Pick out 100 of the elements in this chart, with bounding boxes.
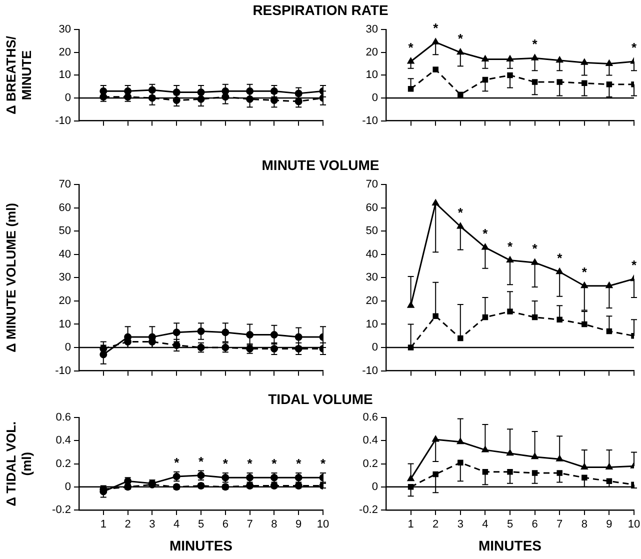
point bbox=[457, 48, 464, 55]
annotation: * bbox=[482, 226, 489, 242]
y-tick-label: 70 bbox=[366, 178, 378, 191]
y-tick-label: 0 bbox=[64, 92, 71, 104]
x-tick-label: 3 bbox=[457, 518, 464, 531]
y-tick-label: 30 bbox=[58, 272, 71, 284]
x-tick-label: 6 bbox=[532, 518, 538, 531]
annotation: * bbox=[631, 40, 638, 56]
y-tick-label: -10 bbox=[55, 364, 71, 377]
x-tick-label: 1 bbox=[100, 518, 106, 531]
point bbox=[507, 72, 513, 78]
x-tick-label: 9 bbox=[606, 518, 612, 531]
point bbox=[458, 460, 464, 466]
point bbox=[457, 222, 464, 229]
point bbox=[407, 302, 414, 308]
y-tick-label: 0 bbox=[64, 342, 71, 354]
point bbox=[606, 328, 612, 334]
y-tick-label: 0 bbox=[372, 480, 378, 493]
y-tick-label: 0.4 bbox=[56, 434, 71, 447]
x-tick-label: 5 bbox=[198, 518, 204, 531]
point bbox=[458, 335, 464, 342]
x-tick-label: 4 bbox=[174, 518, 180, 531]
point bbox=[458, 92, 464, 98]
x-tick-label: 2 bbox=[124, 518, 131, 531]
x-tick-label: 6 bbox=[222, 518, 228, 531]
point bbox=[507, 469, 513, 475]
y-tick-label: 0.4 bbox=[362, 434, 378, 447]
x-tick-label: 2 bbox=[432, 518, 439, 531]
y-tick-label: 10 bbox=[58, 318, 71, 330]
annotation: * bbox=[582, 264, 588, 280]
y-tick-label: 10 bbox=[366, 69, 378, 82]
y-tick-label: 20 bbox=[366, 46, 378, 58]
x-tick-label: 10 bbox=[316, 518, 330, 531]
point bbox=[532, 470, 538, 476]
point bbox=[432, 199, 439, 206]
point bbox=[556, 56, 563, 63]
point bbox=[582, 80, 588, 86]
point bbox=[482, 244, 489, 250]
annotation: * bbox=[532, 241, 538, 256]
y-tick-label: 60 bbox=[366, 202, 378, 214]
point bbox=[556, 79, 562, 85]
x-tick-label: 8 bbox=[581, 518, 588, 531]
y-tick-label: 0.6 bbox=[56, 412, 71, 424]
point bbox=[532, 79, 538, 85]
y-tick-label: 50 bbox=[58, 225, 71, 238]
y-tick-label: 0.2 bbox=[362, 458, 378, 470]
point bbox=[531, 258, 538, 265]
annotation: * bbox=[198, 454, 204, 469]
point bbox=[556, 268, 563, 274]
point bbox=[556, 455, 563, 462]
point bbox=[506, 256, 514, 262]
annotation: * bbox=[320, 456, 326, 472]
x-tick-label: 10 bbox=[628, 518, 640, 531]
annotation: * bbox=[557, 250, 564, 266]
point bbox=[432, 38, 439, 44]
x-tick-label: 9 bbox=[296, 518, 302, 531]
point bbox=[582, 321, 588, 328]
y-tick-label: 0.6 bbox=[362, 412, 378, 424]
y-axis-title: Δ MINUTE VOLUME (ml) bbox=[3, 202, 18, 352]
annotation: * bbox=[532, 36, 538, 52]
y-tick-label: 0 bbox=[372, 342, 378, 354]
point bbox=[581, 282, 588, 288]
chart-title: TIDAL VOLUME bbox=[267, 391, 374, 407]
y-tick-label: 20 bbox=[58, 46, 71, 58]
annotation: * bbox=[174, 455, 180, 470]
point bbox=[606, 81, 612, 88]
point bbox=[531, 54, 538, 60]
point bbox=[606, 464, 613, 470]
point bbox=[408, 86, 414, 92]
x-tick-label: 1 bbox=[408, 518, 414, 531]
annotation: * bbox=[458, 205, 464, 220]
x-tick-label: 5 bbox=[506, 518, 514, 531]
y-tick-label: -10 bbox=[55, 114, 71, 127]
point bbox=[482, 55, 489, 62]
point bbox=[457, 438, 464, 444]
y-tick-label: 70 bbox=[58, 178, 71, 191]
point bbox=[407, 475, 414, 482]
x-tick-label: 8 bbox=[271, 518, 278, 531]
y-tick-label: 60 bbox=[58, 202, 71, 214]
point bbox=[432, 436, 439, 442]
point bbox=[582, 474, 588, 481]
x-axis-title: MINUTES bbox=[478, 537, 542, 554]
y-tick-label: 10 bbox=[58, 69, 71, 82]
point bbox=[507, 308, 513, 314]
x-axis-title: MINUTES bbox=[170, 537, 232, 554]
x-tick-label: 3 bbox=[149, 518, 156, 531]
point bbox=[556, 316, 562, 322]
point bbox=[432, 66, 438, 72]
y-tick-label: 0 bbox=[372, 92, 378, 104]
annotation: * bbox=[296, 456, 302, 472]
annotation: * bbox=[631, 257, 638, 272]
annotation: * bbox=[507, 238, 514, 254]
chart-title: RESPIRATION RATE bbox=[252, 2, 390, 18]
point bbox=[432, 471, 438, 478]
annotation: * bbox=[408, 40, 414, 56]
y-tick-label: 40 bbox=[58, 248, 71, 260]
y-tick-label: 30 bbox=[366, 272, 378, 284]
y-tick-label: -0.2 bbox=[359, 504, 378, 516]
annotation: * bbox=[222, 456, 229, 472]
y-tick-label: -10 bbox=[362, 114, 378, 127]
